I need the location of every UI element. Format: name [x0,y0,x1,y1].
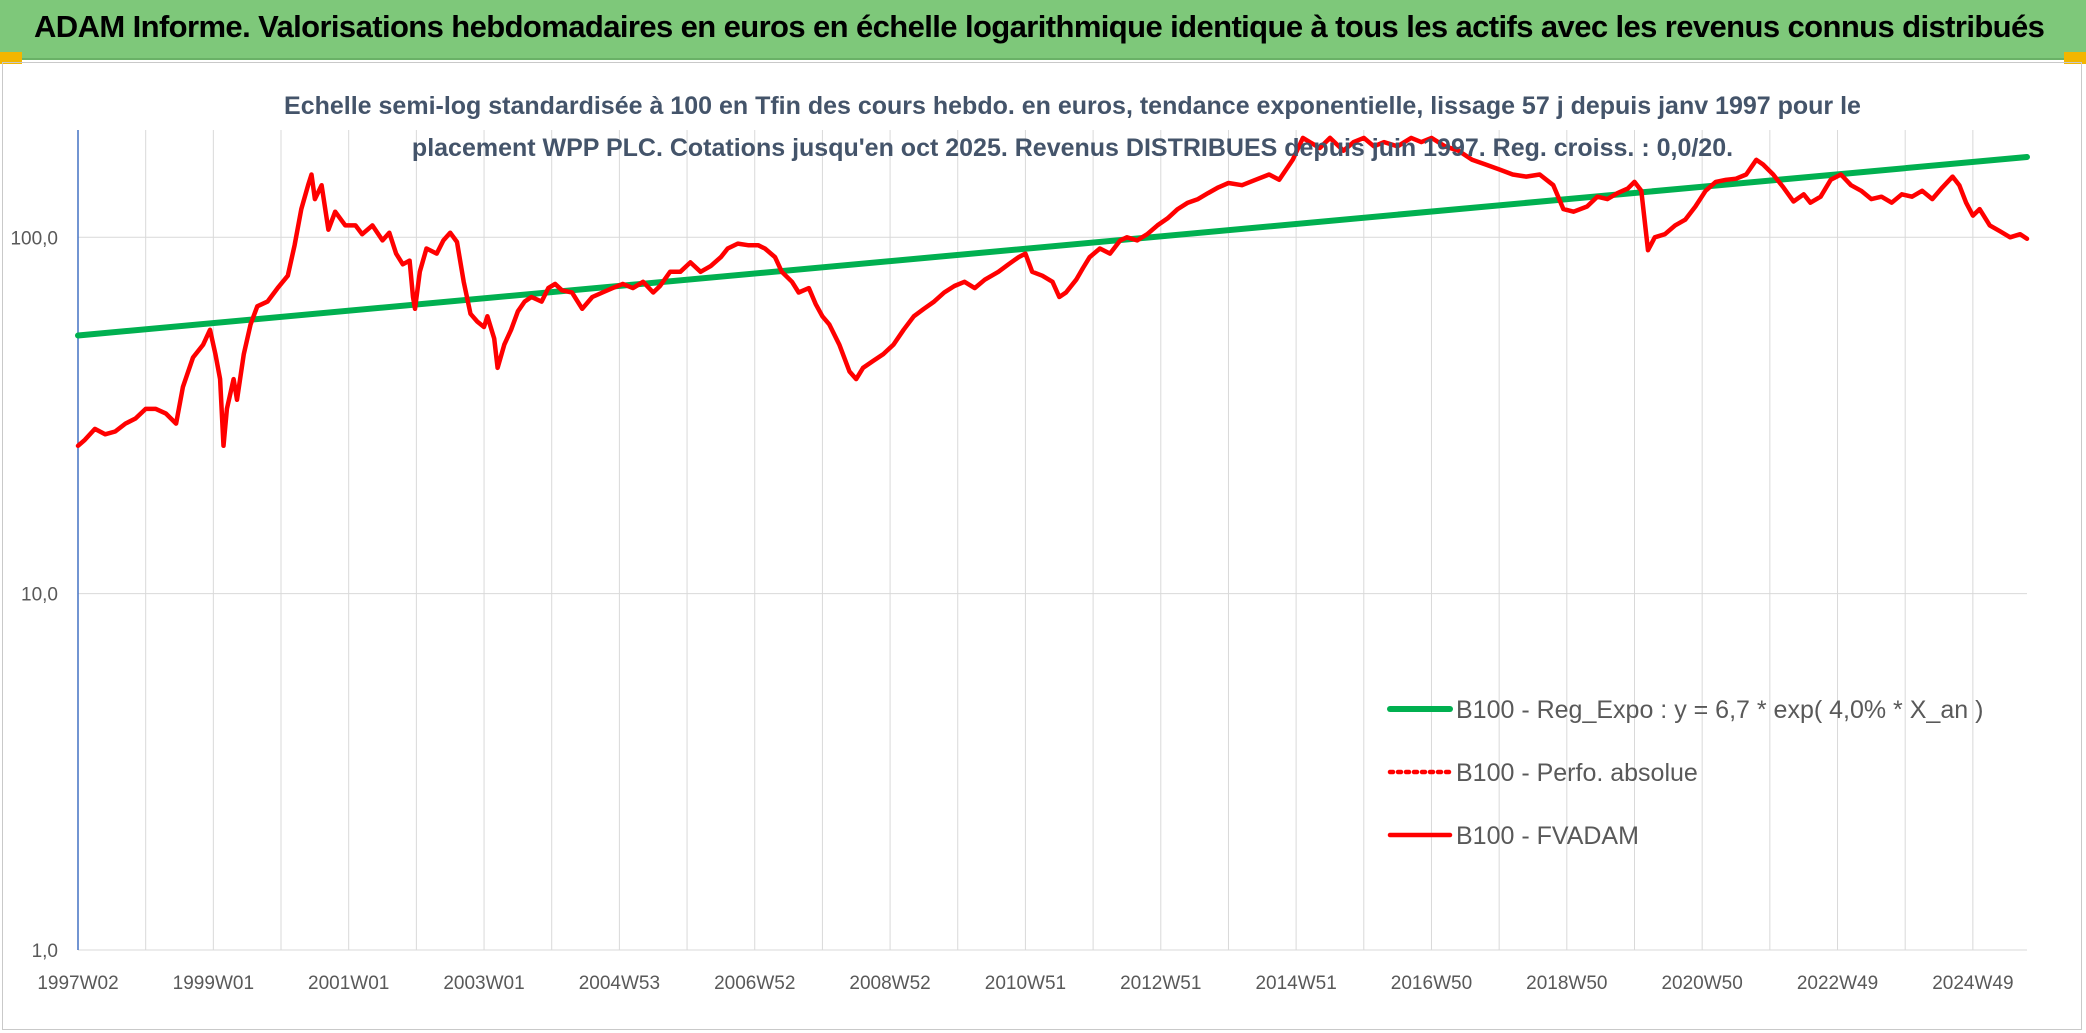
x-tick-label: 2024W49 [1932,973,2013,994]
subtitle-line: Echelle semi-log standardisée à 100 en T… [284,92,1861,120]
x-tick-label: 2006W52 [714,973,795,994]
x-tick-label: 2003W01 [443,973,524,994]
x-tick-label: 2001W01 [308,973,389,994]
report-title: ADAM Informe. Valorisations hebdomadaire… [34,9,2045,44]
x-tick-label: 2008W52 [849,973,930,994]
x-tick-label: 1999W01 [173,973,254,994]
x-tick-label: 2016W50 [1391,973,1472,994]
x-tick-label: 2020W50 [1661,973,1742,994]
series-line-3 [75,135,2030,449]
x-tick-label: 2004W53 [579,973,660,994]
y-tick-label: 1,0 [32,941,58,962]
legend-entry: B100 - Reg_Expo : y = 6,7 * exp( 4,0% * … [1456,696,1983,724]
y-tick-label: 100,0 [10,228,58,249]
y-tick-label: 10,0 [21,585,58,606]
subtitle-line: placement WPP PLC. Cotations jusqu'en oc… [412,134,1733,162]
series-line-1 [75,154,2030,339]
chart-subtitle: Echelle semi-log standardisée à 100 en T… [284,92,1861,162]
x-tick-label: 2018W50 [1526,973,1607,994]
axes: 1,0 10,0 100,0 1997W02 1999W01 2001W01 2003W01… [10,130,2014,994]
x-tick-label: 2010W51 [985,973,1066,994]
x-tick-label: 2014W51 [1255,973,1336,994]
chart-frame [2,62,2082,1030]
x-tick-label: 1997W02 [37,973,118,994]
grid-lines [77,130,2027,951]
corner-marker-right [2064,52,2086,64]
legend-entry: B100 - Perfo. absolue [1456,759,1698,787]
series-layer [75,135,2030,449]
legend: B100 - Reg_Expo : y = 6,7 * exp( 4,0% * … [1387,696,1983,850]
x-tick-label: 2022W49 [1797,973,1878,994]
legend-entry: B100 - FVADAM [1456,822,1639,850]
x-tick-label: 2012W51 [1120,973,1201,994]
corner-marker-left [0,52,22,64]
report-banner: ADAM Informe. Valorisations hebdomadaire… [0,0,2086,60]
